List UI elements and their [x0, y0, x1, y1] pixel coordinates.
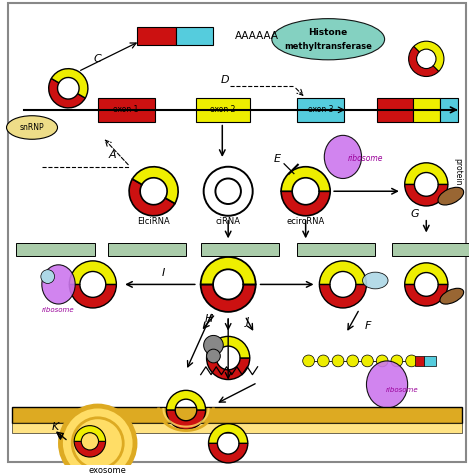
Bar: [440, 98, 458, 122]
Wedge shape: [209, 424, 248, 443]
Ellipse shape: [438, 187, 464, 205]
Text: ribosome: ribosome: [385, 387, 418, 393]
Wedge shape: [69, 261, 116, 284]
Bar: [196, 98, 250, 122]
Text: ciRNA: ciRNA: [216, 217, 241, 226]
Text: EIciRNA: EIciRNA: [137, 217, 170, 226]
Bar: [415, 356, 424, 366]
Ellipse shape: [440, 288, 464, 304]
Text: snRNP: snRNP: [20, 123, 45, 132]
Circle shape: [204, 336, 223, 355]
Bar: [424, 356, 436, 366]
Wedge shape: [74, 441, 106, 457]
Circle shape: [72, 418, 123, 469]
Bar: [12, 423, 462, 432]
Text: exon 3: exon 3: [308, 105, 333, 114]
Wedge shape: [207, 358, 250, 380]
Bar: [297, 98, 344, 122]
Circle shape: [332, 355, 344, 367]
Text: A: A: [109, 150, 116, 160]
Wedge shape: [319, 284, 366, 308]
Wedge shape: [405, 184, 448, 206]
Wedge shape: [405, 284, 448, 306]
Bar: [201, 243, 279, 256]
Text: I: I: [162, 268, 165, 278]
Wedge shape: [74, 426, 106, 441]
Ellipse shape: [272, 18, 384, 60]
Bar: [12, 407, 462, 423]
Wedge shape: [129, 179, 175, 216]
Circle shape: [303, 355, 314, 367]
Circle shape: [207, 349, 220, 363]
Text: D: D: [221, 75, 229, 85]
Wedge shape: [414, 41, 444, 71]
Wedge shape: [166, 410, 206, 429]
Wedge shape: [51, 69, 88, 98]
Wedge shape: [207, 337, 250, 358]
Wedge shape: [49, 79, 85, 108]
Text: G: G: [410, 209, 419, 219]
Circle shape: [391, 355, 403, 367]
Circle shape: [347, 355, 359, 367]
Wedge shape: [209, 443, 248, 463]
Text: AAAAAA: AAAAAA: [235, 31, 279, 41]
Circle shape: [204, 167, 253, 216]
Bar: [176, 27, 213, 45]
Circle shape: [215, 179, 241, 204]
Circle shape: [362, 355, 374, 367]
Text: H: H: [204, 314, 213, 324]
Bar: [137, 27, 176, 45]
Circle shape: [376, 355, 388, 367]
Text: protein: protein: [453, 158, 462, 185]
Text: C: C: [94, 54, 101, 64]
Bar: [98, 98, 155, 122]
Text: exon 1: exon 1: [113, 105, 139, 114]
Wedge shape: [405, 263, 448, 284]
Wedge shape: [281, 191, 330, 216]
Wedge shape: [132, 167, 178, 203]
Ellipse shape: [363, 272, 388, 289]
Wedge shape: [201, 257, 255, 284]
Text: J: J: [246, 317, 249, 327]
Text: exosome: exosome: [89, 466, 127, 474]
Text: ecircRNA: ecircRNA: [286, 217, 325, 226]
Wedge shape: [166, 391, 206, 410]
Text: exon 2: exon 2: [210, 105, 235, 114]
Circle shape: [406, 355, 418, 367]
Bar: [108, 243, 186, 256]
Wedge shape: [319, 261, 366, 284]
Text: E: E: [273, 154, 281, 164]
Circle shape: [41, 270, 55, 283]
Bar: [412, 98, 440, 122]
Ellipse shape: [324, 136, 362, 179]
Wedge shape: [201, 284, 255, 312]
Text: K: K: [52, 422, 59, 432]
Ellipse shape: [366, 361, 408, 408]
Bar: [392, 243, 470, 256]
Wedge shape: [405, 163, 448, 184]
Text: Histone: Histone: [309, 28, 348, 37]
Wedge shape: [69, 284, 116, 308]
Text: ribosome: ribosome: [42, 307, 75, 313]
Ellipse shape: [42, 265, 75, 304]
Ellipse shape: [7, 116, 57, 139]
Text: ribosome: ribosome: [348, 155, 383, 164]
Circle shape: [61, 406, 135, 474]
Text: F: F: [364, 320, 371, 330]
Circle shape: [318, 355, 329, 367]
Bar: [377, 98, 412, 122]
Bar: [297, 243, 375, 256]
Wedge shape: [409, 46, 439, 76]
Bar: [16, 243, 95, 256]
Text: methyltransferase: methyltransferase: [284, 42, 372, 51]
Wedge shape: [281, 167, 330, 191]
